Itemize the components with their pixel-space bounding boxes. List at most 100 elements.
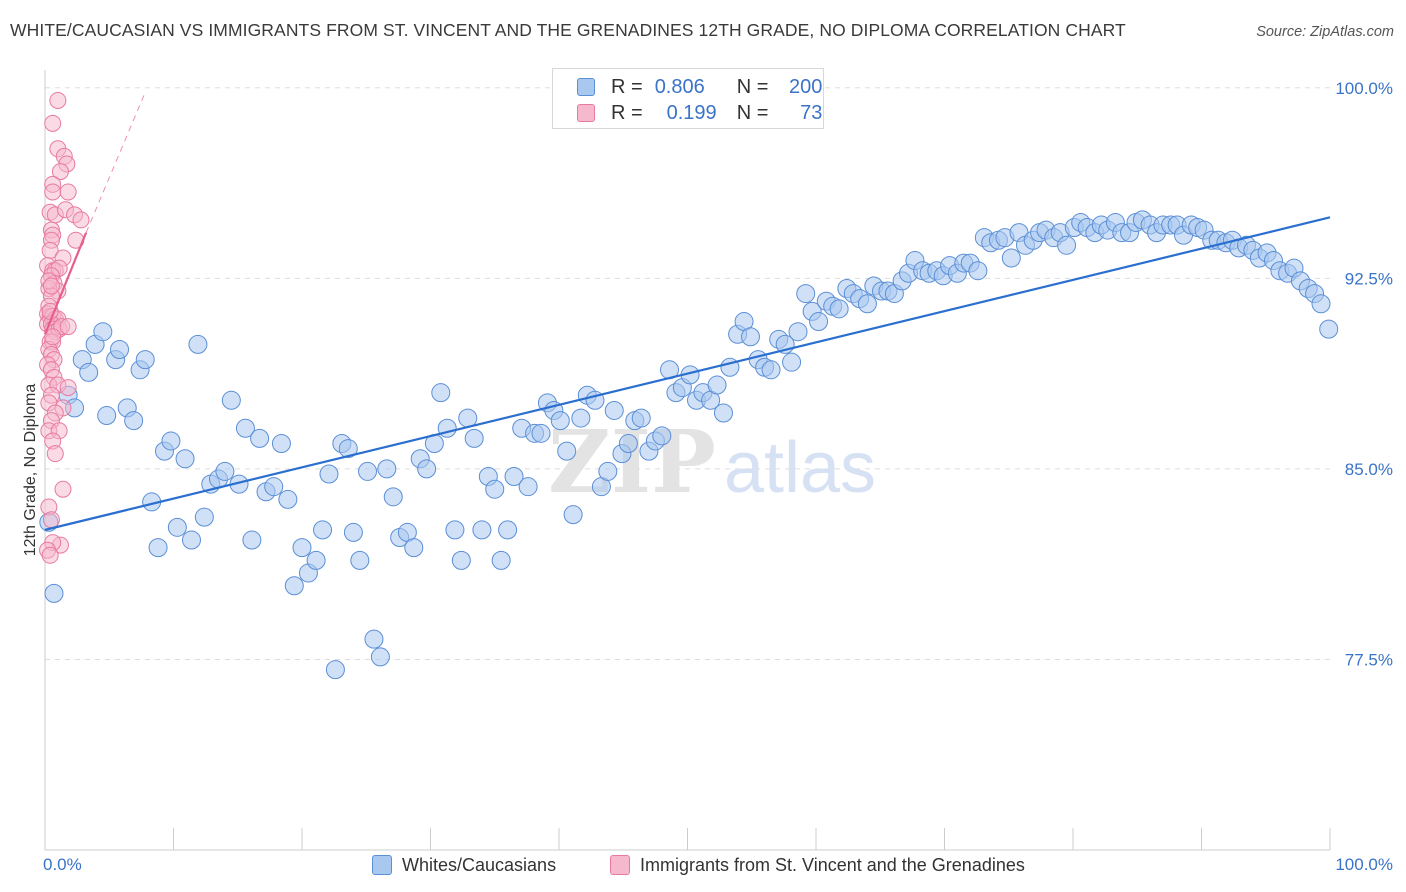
point-immigrants	[49, 91, 67, 109]
point-immigrants	[41, 546, 59, 564]
point-whites	[809, 312, 829, 332]
legend-pink-swatch	[610, 855, 630, 875]
point-whites	[383, 487, 403, 507]
axes	[44, 70, 1331, 851]
point-whites	[1319, 319, 1339, 339]
point-whites	[313, 520, 333, 540]
point-whites	[284, 576, 304, 596]
point-whites	[1311, 294, 1331, 314]
point-whites	[531, 423, 551, 443]
point-immigrants	[51, 163, 69, 181]
point-whites	[504, 467, 524, 487]
y-tick-label: 92.5%	[1345, 269, 1393, 288]
n-value-immigrants: 73	[800, 101, 823, 124]
trend-line-whites	[44, 216, 1331, 531]
point-whites	[498, 520, 518, 540]
legend-item-whites[interactable]: Whites/Caucasians	[372, 852, 556, 878]
point-whites	[740, 327, 760, 347]
blue-swatch	[577, 78, 595, 96]
point-whites	[598, 461, 618, 481]
point-whites	[604, 400, 624, 420]
point-whites	[445, 520, 465, 540]
point-immigrants	[44, 114, 62, 132]
watermark: ZIP atlas	[548, 412, 876, 513]
point-whites	[464, 428, 484, 448]
point-whites	[458, 408, 478, 428]
point-whites	[135, 350, 155, 370]
point-whites	[325, 660, 345, 680]
y-tick-label: 85.0%	[1345, 460, 1393, 479]
point-whites	[652, 426, 672, 446]
r-value-immigrants: 0.199	[666, 101, 717, 124]
point-whites	[1057, 235, 1077, 255]
point-whites	[278, 489, 298, 509]
n-label: N =	[736, 101, 769, 124]
point-whites	[250, 428, 270, 448]
point-whites	[563, 505, 583, 525]
point-whites	[370, 647, 390, 667]
point-whites	[175, 449, 195, 469]
point-whites	[550, 411, 570, 431]
r-label: R =	[611, 75, 643, 98]
pink-swatch	[577, 104, 595, 122]
point-whites	[181, 530, 201, 550]
point-whites	[97, 406, 117, 426]
point-whites	[788, 322, 808, 342]
point-whites	[761, 360, 781, 380]
point-whites	[264, 477, 284, 497]
point-whites	[618, 433, 638, 453]
point-whites	[485, 479, 505, 499]
point-whites	[404, 538, 424, 558]
chart-title: WHITE/CAUCASIAN VS IMMIGRANTS FROM ST. V…	[10, 20, 1126, 40]
tick-labels: 77.5% 85.0% 92.5% 100.0% 0.0% 100.0%	[43, 79, 1393, 874]
point-whites	[631, 408, 651, 428]
point-immigrants	[59, 379, 77, 397]
point-whites	[306, 550, 326, 570]
point-whites	[713, 403, 733, 423]
point-whites	[124, 411, 144, 431]
point-whites	[235, 418, 255, 438]
point-whites	[431, 383, 451, 403]
stats-row-immigrants: R = 0.199 N = 73	[577, 101, 822, 125]
point-whites	[79, 362, 99, 382]
point-whites	[417, 459, 437, 479]
stats-box: R = 0.806 N = 200 R = 0.199 N = 73	[552, 68, 824, 129]
point-whites	[557, 441, 577, 461]
point-whites	[358, 461, 378, 481]
point-whites	[829, 299, 849, 319]
point-whites	[221, 390, 241, 410]
stats-row-whites: R = 0.806 N = 200	[577, 75, 822, 99]
point-whites	[364, 629, 384, 649]
y-tick-label: 77.5%	[1345, 650, 1393, 669]
point-immigrants	[46, 445, 64, 463]
point-whites	[451, 550, 471, 570]
y-tick-label: 100.0%	[1335, 79, 1393, 98]
point-whites	[188, 334, 208, 354]
gridlines	[45, 87, 1330, 660]
point-whites	[93, 322, 113, 342]
source-note: Source: ZipAtlas.com	[1256, 24, 1394, 40]
point-immigrants	[42, 277, 60, 295]
point-immigrants	[72, 211, 90, 229]
legend-label-whites: Whites/Caucasians	[402, 854, 557, 875]
point-whites	[44, 583, 64, 603]
point-whites	[571, 408, 591, 428]
trend-line-immigrants	[43, 232, 88, 335]
point-whites	[350, 550, 370, 570]
point-immigrants	[59, 183, 77, 201]
y-axis-label: 12th Grade, No Diploma	[22, 383, 39, 557]
point-whites	[472, 520, 492, 540]
point-whites	[343, 522, 363, 542]
trend-lines	[43, 95, 1331, 531]
point-whites	[271, 433, 291, 453]
point-whites	[1001, 248, 1021, 268]
n-label: N =	[736, 75, 769, 98]
legend-item-immigrants[interactable]: Immigrants from St. Vincent and the Gren…	[610, 852, 1025, 878]
r-value-whites: 0.806	[654, 75, 705, 98]
r-label: R =	[611, 101, 643, 124]
point-whites	[707, 375, 727, 395]
x-tick-label: 0.0%	[43, 855, 82, 874]
point-immigrants	[44, 183, 62, 201]
point-whites	[782, 352, 802, 372]
